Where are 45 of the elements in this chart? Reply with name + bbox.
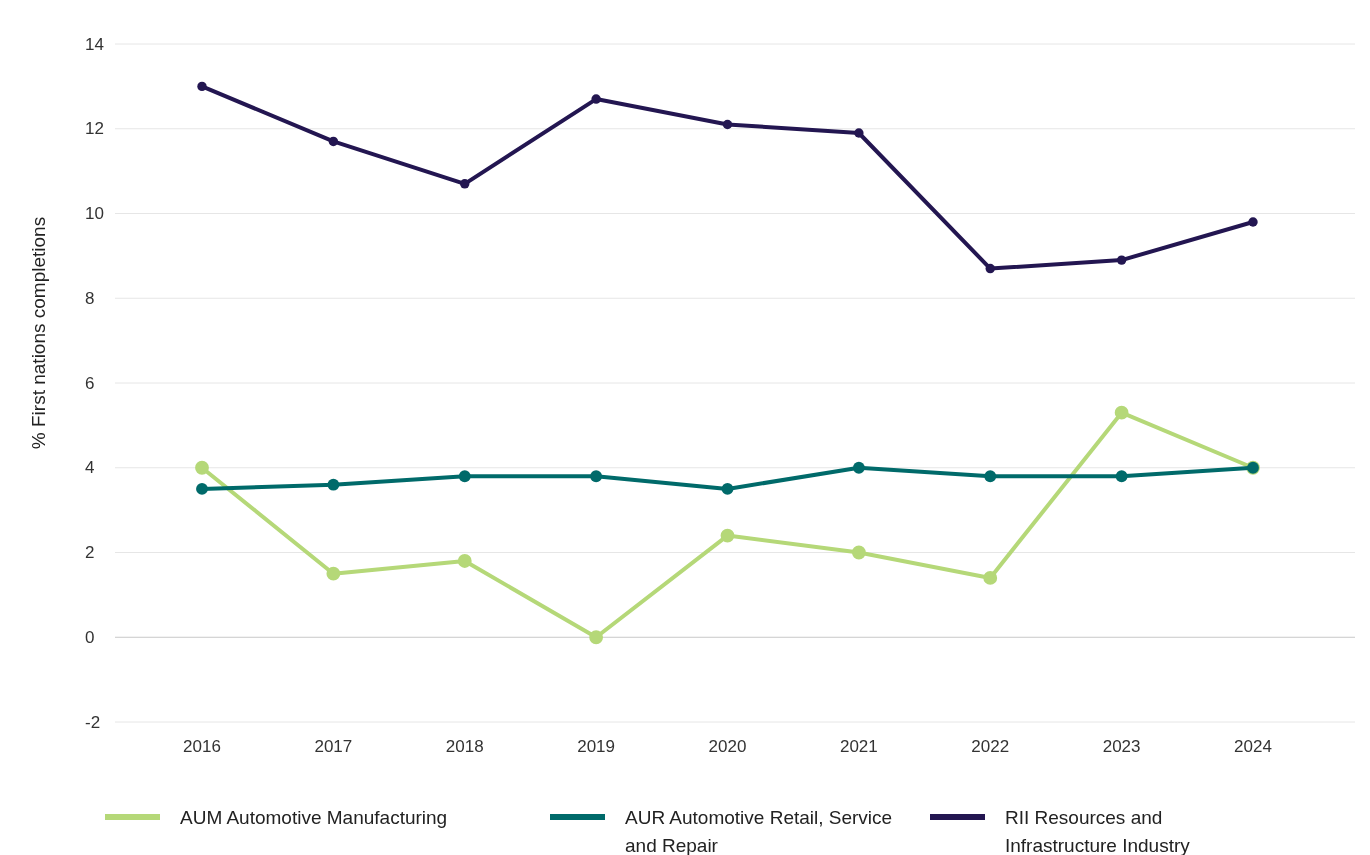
point — [327, 478, 340, 491]
point — [983, 571, 998, 585]
point — [196, 483, 208, 495]
point — [720, 528, 735, 543]
point — [985, 263, 995, 274]
x-tick-label: 2023 — [1102, 737, 1141, 756]
y-tick-label: 2 — [85, 543, 95, 562]
point — [197, 81, 207, 92]
y-tick-label: 12 — [85, 119, 104, 139]
y-tick-label: 0 — [85, 627, 95, 647]
y-tick-label: -2 — [85, 712, 101, 732]
x-tick-label: 2016 — [183, 737, 221, 756]
point — [1115, 470, 1128, 483]
x-tick-label: 2024 — [1234, 737, 1272, 756]
x-tick-label: 2018 — [445, 737, 484, 756]
point — [1248, 217, 1258, 227]
point — [1116, 255, 1127, 265]
point — [460, 179, 470, 189]
point — [590, 470, 603, 483]
y-tick-label: 10 — [85, 204, 104, 223]
point — [1114, 405, 1129, 420]
point — [721, 483, 734, 495]
point — [591, 94, 601, 104]
point — [854, 128, 864, 138]
x-tick-label: 2017 — [314, 737, 353, 756]
point — [326, 566, 341, 581]
point — [457, 554, 472, 568]
y-tick-label: 6 — [85, 373, 95, 393]
point — [195, 460, 209, 475]
x-tick-label: 2019 — [577, 737, 616, 756]
x-tick-label: 2021 — [839, 737, 878, 756]
point — [984, 470, 997, 483]
x-tick-label: 2022 — [971, 737, 1010, 756]
point — [589, 630, 604, 645]
y-tick-label: 4 — [85, 458, 95, 478]
legend-label: AUM Automotive Manufacturing — [180, 807, 448, 828]
y-tick-label: 14 — [85, 34, 104, 54]
point — [328, 136, 339, 147]
y-tick-label: 8 — [85, 288, 95, 308]
y-axis-title: % First nations completions — [28, 216, 49, 450]
point — [722, 119, 733, 130]
point — [458, 470, 471, 483]
point — [852, 461, 865, 474]
point — [851, 545, 866, 560]
x-tick-label: 2020 — [708, 737, 747, 756]
